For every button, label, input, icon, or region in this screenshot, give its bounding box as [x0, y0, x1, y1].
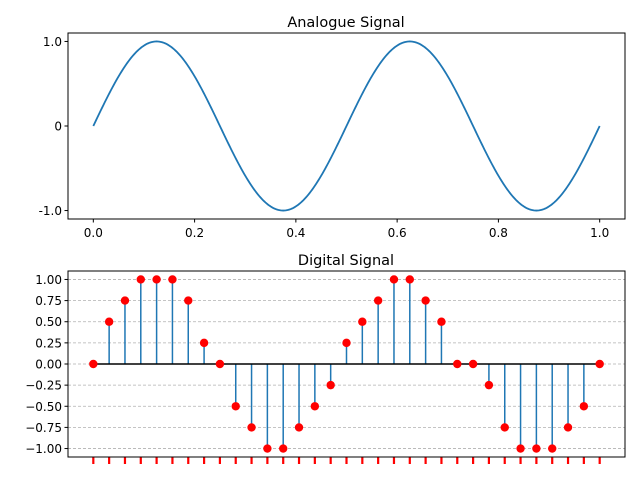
- sample-marker: [516, 444, 525, 453]
- y-tick-label: −0.50: [25, 400, 62, 414]
- analog-axes-frame: [67, 32, 626, 220]
- sample-marker: [468, 359, 478, 369]
- y-tick-label: 1.00: [35, 273, 62, 287]
- analog-title: Analogue Signal: [287, 15, 404, 31]
- analog-x-axis: 0.0 0.2 0.4 0.6 0.8 1.0: [84, 219, 609, 240]
- x-tick-label: 0.4: [286, 226, 305, 240]
- sample-marker: [136, 275, 145, 284]
- y-tick-label: 1.0: [43, 35, 62, 49]
- analog-plot-area: [92, 40, 601, 212]
- sample-marker: [532, 444, 541, 453]
- sample-marker: [247, 423, 256, 432]
- y-tick-label: 0.50: [35, 315, 62, 329]
- y-tick-label: 0.00: [35, 358, 62, 372]
- analog-y-axis: 1.0 0 -1.0: [39, 35, 68, 218]
- x-tick-label: 0.0: [84, 226, 103, 240]
- sample-marker: [579, 402, 589, 411]
- y-tick-label: 0.75: [35, 294, 62, 308]
- analog-panel: Analogue Signal 1.0 0 -1.0 0.0 0.2 0.4 0.6 0.8…: [39, 15, 626, 240]
- sample-marker: [231, 402, 240, 411]
- sample-marker: [120, 296, 130, 305]
- sample-marker: [563, 423, 573, 432]
- y-tick-label: −0.25: [25, 379, 62, 393]
- sample-marker: [484, 380, 494, 390]
- sample-marker: [548, 444, 557, 453]
- x-tick-label: 0.8: [489, 226, 508, 240]
- sample-marker: [215, 359, 225, 369]
- sample-marker: [500, 423, 509, 432]
- sample-marker: [263, 444, 272, 453]
- sample-marker: [405, 275, 414, 284]
- sample-marker: [358, 317, 367, 326]
- sample-marker: [184, 296, 193, 305]
- sample-marker: [342, 338, 351, 348]
- digital-sample-markers: [92, 457, 601, 464]
- sample-marker: [294, 423, 304, 432]
- sample-marker: [373, 296, 383, 305]
- y-tick-label: 0.25: [35, 336, 62, 350]
- sample-marker: [453, 359, 462, 369]
- y-tick-label: −0.75: [25, 421, 62, 435]
- y-tick-label: -1.0: [39, 204, 62, 218]
- sample-marker: [421, 296, 430, 305]
- digital-title: Digital Signal: [298, 253, 394, 269]
- x-tick-label: 1.0: [590, 226, 609, 240]
- sample-marker: [152, 275, 161, 284]
- y-tick-label: −1.00: [25, 442, 62, 456]
- sample-marker: [389, 275, 399, 284]
- sample-marker: [279, 444, 288, 453]
- x-tick-label: 0.6: [388, 226, 407, 240]
- sample-marker: [437, 317, 446, 326]
- sample-marker: [595, 359, 604, 369]
- sample-marker: [168, 275, 177, 284]
- digital-plot-area: [89, 275, 604, 453]
- x-tick-label: 0.2: [185, 226, 204, 240]
- y-tick-label: 0: [54, 120, 62, 134]
- analog-signal-line: [92, 40, 601, 212]
- sample-marker: [89, 359, 98, 369]
- sample-marker: [104, 317, 114, 326]
- digital-axes-frame: [67, 270, 626, 458]
- sample-marker: [310, 402, 320, 411]
- digital-y-axis: 1.00 0.75 0.50 0.25 0.00 −0.25 −0.50 −0.75 −1.00: [25, 273, 68, 456]
- digital-panel: Digital Signal 1.00 0.75 0.50 0.25 0.00 −0.25…: [25, 253, 626, 464]
- sample-marker: [199, 338, 209, 348]
- sample-marker: [326, 380, 335, 390]
